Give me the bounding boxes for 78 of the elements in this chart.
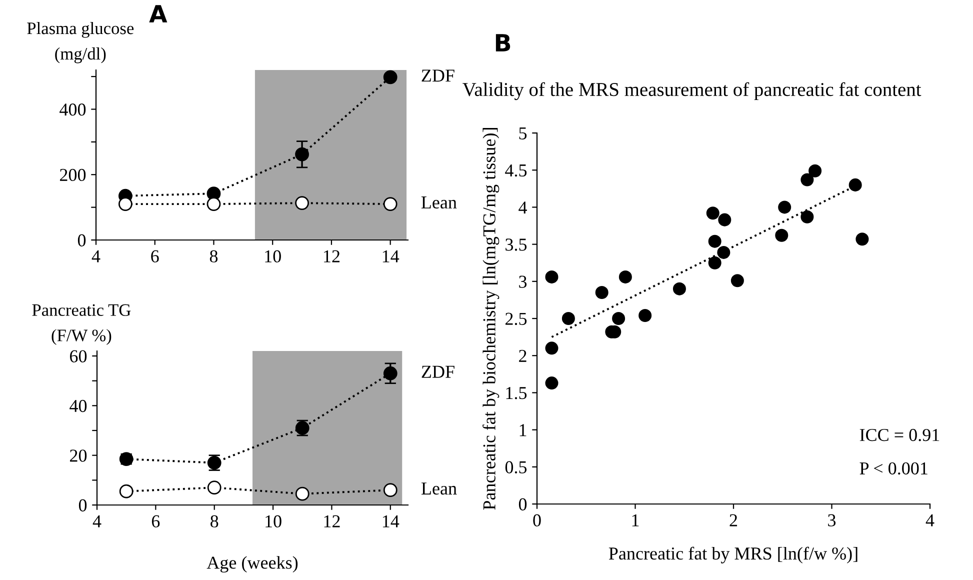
y-tick-label: 4: [518, 202, 527, 214]
point: [295, 486, 310, 501]
x-tick-label: 2: [730, 514, 738, 526]
y-tick-label: 4.5: [505, 164, 527, 177]
chart-subtitle: Validity of the MRS measurement of pancreatic fat content: [462, 82, 922, 100]
x-tick-label: 10: [266, 515, 282, 528]
x-tick-label: 6: [151, 250, 159, 262]
x-tick-label: 12: [324, 250, 340, 262]
point: [545, 270, 558, 284]
point: [545, 376, 558, 390]
series-label: ZDF: [422, 366, 454, 378]
y-tick-label: 20: [70, 450, 87, 462]
y-axis-title: Plasma glucose (mg/dl): [27, 22, 134, 64]
x-axis-title: Age (weeks): [206, 556, 298, 573]
y-tick-label: 0.5: [505, 461, 527, 474]
point: [638, 309, 652, 322]
point: [295, 147, 309, 162]
y-tick-label: 1.5: [506, 387, 527, 400]
x-tick-label: 14: [382, 515, 400, 528]
x-tick-label: 12: [324, 515, 340, 528]
y-tick-label: 5: [519, 127, 527, 140]
point: [708, 234, 722, 248]
y-tick-label: 3.5: [506, 238, 527, 251]
point: [730, 274, 744, 288]
x-tick-label: 4: [92, 250, 100, 262]
point: [718, 213, 732, 226]
point: [856, 232, 869, 246]
x-tick-label: 0: [533, 514, 541, 526]
y-tick-label: 3: [519, 276, 527, 288]
annotation: P < 0.001: [860, 462, 928, 475]
x-tick-label: 4: [926, 514, 934, 526]
point: [545, 342, 558, 355]
series-label: Lean: [421, 482, 457, 495]
point: [383, 483, 398, 498]
y-tick-label: 200: [60, 168, 86, 182]
y-axis-title: Pancreatic fat by biochemistry [ln(mgTG/mg tissue)]: [482, 128, 500, 510]
point: [618, 270, 632, 284]
point: [706, 206, 720, 220]
y-tick-label: 0: [518, 498, 527, 510]
y-tick-label: 400: [60, 103, 86, 116]
point: [562, 312, 575, 326]
chart-title: B: [496, 34, 510, 52]
y-tick-label: 0: [78, 234, 86, 246]
y-tick-label: 2: [519, 350, 526, 362]
point: [808, 164, 822, 178]
annotation: ICC = 0.91: [860, 428, 940, 442]
y-tick-label: 2.5: [506, 312, 527, 326]
chart-title: A: [149, 5, 168, 22]
x-tick-label: 10: [265, 250, 281, 262]
point: [612, 312, 626, 326]
point: [800, 173, 814, 186]
series-label: Lean: [421, 196, 457, 209]
x-axis-title: Pancreatic fat by MRS [ln(f/w %)]: [608, 546, 858, 564]
x-tick-label: 1: [632, 514, 639, 526]
point: [383, 197, 398, 211]
y-tick-label: 60: [70, 350, 87, 362]
x-tick-label: 6: [152, 515, 160, 528]
point: [778, 200, 792, 214]
series-label: ZDF: [422, 70, 454, 82]
point: [383, 366, 398, 380]
y-tick-label: 0: [78, 499, 87, 512]
point: [595, 286, 608, 300]
y-tick-label: 40: [70, 400, 87, 412]
point: [775, 228, 788, 242]
y-tick-label: 1: [520, 424, 526, 436]
point: [717, 246, 730, 259]
x-tick-label: 8: [210, 250, 218, 262]
point: [708, 256, 722, 270]
point: [848, 178, 862, 192]
x-tick-label: 4: [92, 515, 102, 528]
x-tick-label: 14: [382, 250, 400, 262]
x-tick-label: 8: [210, 515, 218, 528]
point: [295, 196, 309, 210]
point: [800, 210, 814, 224]
point: [383, 70, 398, 84]
point: [672, 282, 686, 296]
y-axis-title: Pancreatic TG (F/W %): [32, 304, 131, 345]
x-tick-label: 3: [828, 514, 836, 526]
